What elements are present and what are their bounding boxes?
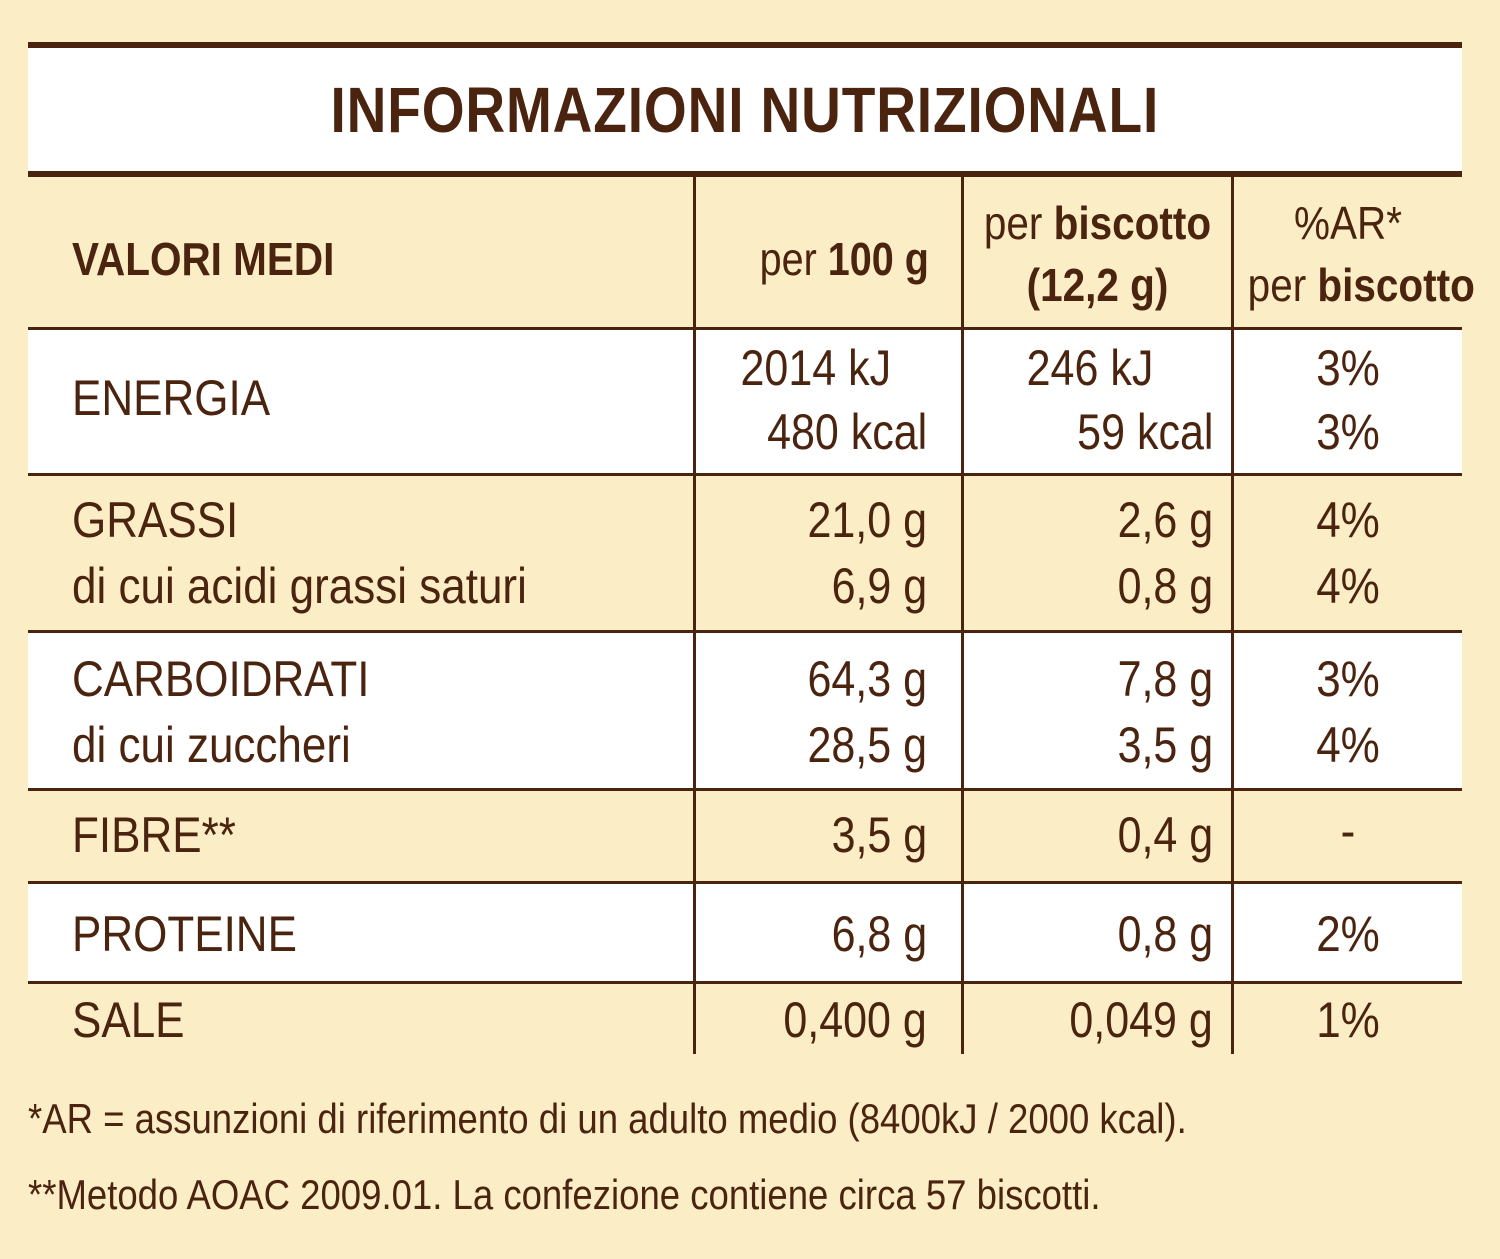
- row-value: 246 kJ: [1026, 340, 1153, 396]
- row-label: PROTEINE: [72, 906, 297, 962]
- header-cell-per-biscotto: per biscotto (12,2 g): [961, 177, 1231, 327]
- row-ar-cell: 3% 4%: [1231, 633, 1462, 788]
- table-row-fibre: FIBRE** 3,5 g 0,4 g -: [28, 791, 1462, 884]
- row-label-cell: SALE: [28, 984, 693, 1054]
- row-value: 3%: [1316, 651, 1380, 707]
- row-value: 7,8 g: [1117, 651, 1213, 707]
- header-per-biscotto-bold: biscotto: [1053, 197, 1212, 249]
- row-per100-cell: 2014 kJ 480 kcal: [693, 330, 961, 473]
- row-per-biscotto-cell: 0,4 g: [961, 791, 1231, 881]
- row-value: 0,8 g: [1117, 558, 1213, 614]
- row-value: 6,8 g: [831, 906, 927, 962]
- row-ar-cell: 1%: [1231, 984, 1462, 1054]
- row-sublabel: di cui acidi grassi saturi: [72, 558, 527, 614]
- header-per-100g: per 100 g: [760, 229, 929, 289]
- row-label: ENERGIA: [72, 370, 271, 426]
- row-label-cell: CARBOIDRATI di cui zuccheri: [28, 633, 693, 788]
- row-label: SALE: [72, 992, 185, 1048]
- nutrition-table: VALORI MEDI per 100 g per biscotto (12,2…: [28, 177, 1475, 1054]
- title-banner: INFORMAZIONI NUTRIZIONALI: [28, 42, 1462, 177]
- row-value: 28,5 g: [807, 717, 927, 773]
- row-label: FIBRE**: [72, 807, 236, 863]
- row-value: 0,049 g: [1069, 992, 1213, 1048]
- row-label-cell: PROTEINE: [28, 884, 693, 981]
- row-label-cell: GRASSI di cui acidi grassi saturi: [28, 476, 693, 630]
- row-ar-cell: -: [1231, 791, 1462, 881]
- row-per100-cell: 64,3 g 28,5 g: [693, 633, 961, 788]
- footnote-ar: *AR = assunzioni di riferimento di un ad…: [28, 1095, 1187, 1142]
- header-ar-per-biscotto: per biscotto: [1247, 255, 1475, 315]
- row-per-biscotto-cell: 0,049 g: [961, 984, 1231, 1054]
- table-header-row: VALORI MEDI per 100 g per biscotto (12,2…: [28, 177, 1475, 330]
- row-value: 0,8 g: [1117, 906, 1213, 962]
- page-title: INFORMAZIONI NUTRIZIONALI: [330, 73, 1160, 146]
- row-value: 1%: [1316, 992, 1380, 1048]
- row-label-cell: ENERGIA: [28, 330, 693, 473]
- row-ar-cell: 3% 3%: [1231, 330, 1462, 473]
- row-ar-cell: 2%: [1231, 884, 1462, 981]
- header-per-100g-bold: 100 g: [827, 233, 929, 285]
- row-per100-cell: 0,400 g: [693, 984, 961, 1054]
- row-value: 3%: [1316, 404, 1380, 460]
- row-label: GRASSI: [72, 492, 239, 548]
- row-value: 21,0 g: [807, 492, 927, 548]
- row-value: -: [1340, 803, 1356, 859]
- table-row-proteine: PROTEINE 6,8 g 0,8 g 2%: [28, 884, 1462, 984]
- table-row-energia: ENERGIA 2014 kJ 480 kcal 246 kJ 59 kcal …: [28, 330, 1462, 476]
- header-cell-ar: %AR* per biscotto: [1231, 177, 1475, 327]
- header-valori-medi: VALORI MEDI: [72, 233, 335, 285]
- row-per-biscotto-cell: 246 kJ 59 kcal: [961, 330, 1231, 473]
- row-per-biscotto-cell: 7,8 g 3,5 g: [961, 633, 1231, 788]
- header-cell-per100: per 100 g: [693, 177, 961, 327]
- header-per-biscotto-prefix: per: [983, 197, 1054, 249]
- header-per-100g-prefix: per: [759, 233, 828, 285]
- row-value: 59 kcal: [1076, 404, 1213, 460]
- row-label: CARBOIDRATI: [72, 651, 370, 707]
- row-value: 0,4 g: [1117, 807, 1213, 863]
- header-ar: %AR*: [1294, 197, 1402, 249]
- header-cell-valori: VALORI MEDI: [28, 177, 693, 327]
- row-value: 6,9 g: [831, 558, 927, 614]
- row-value: 3,5 g: [831, 807, 927, 863]
- row-value: 2014 kJ: [740, 340, 891, 396]
- row-value: 4%: [1316, 492, 1380, 548]
- row-sublabel: di cui zuccheri: [72, 717, 351, 773]
- row-value: 480 kcal: [766, 404, 927, 460]
- row-value: 2%: [1316, 906, 1380, 962]
- footnote-method: **Metodo AOAC 2009.01. La confezione con…: [28, 1171, 1101, 1218]
- header-per-biscotto: per biscotto: [980, 193, 1215, 253]
- row-label-cell: FIBRE**: [28, 791, 693, 881]
- row-per100-cell: 6,8 g: [693, 884, 961, 981]
- table-row-carboidrati: CARBOIDRATI di cui zuccheri 64,3 g 28,5 …: [28, 633, 1462, 791]
- row-value: 0,400 g: [783, 992, 927, 1048]
- header-ar-bold: biscotto: [1317, 259, 1475, 311]
- table-row-grassi: GRASSI di cui acidi grassi saturi 21,0 g…: [28, 476, 1462, 633]
- row-value: 3,5 g: [1117, 717, 1213, 773]
- header-biscotto-weight: (12,2 g): [1026, 259, 1169, 311]
- row-value: 64,3 g: [807, 651, 927, 707]
- row-per-biscotto-cell: 0,8 g: [961, 884, 1231, 981]
- row-per100-cell: 3,5 g: [693, 791, 961, 881]
- row-per-biscotto-cell: 2,6 g 0,8 g: [961, 476, 1231, 630]
- table-row-sale: SALE 0,400 g 0,049 g 1%: [28, 984, 1462, 1054]
- row-per100-cell: 21,0 g 6,9 g: [693, 476, 961, 630]
- row-ar-cell: 4% 4%: [1231, 476, 1462, 630]
- row-value: 4%: [1316, 717, 1380, 773]
- row-value: 2,6 g: [1117, 492, 1213, 548]
- header-ar-prefix: per: [1247, 259, 1318, 311]
- row-value: 4%: [1316, 558, 1380, 614]
- row-value: 3%: [1316, 340, 1380, 396]
